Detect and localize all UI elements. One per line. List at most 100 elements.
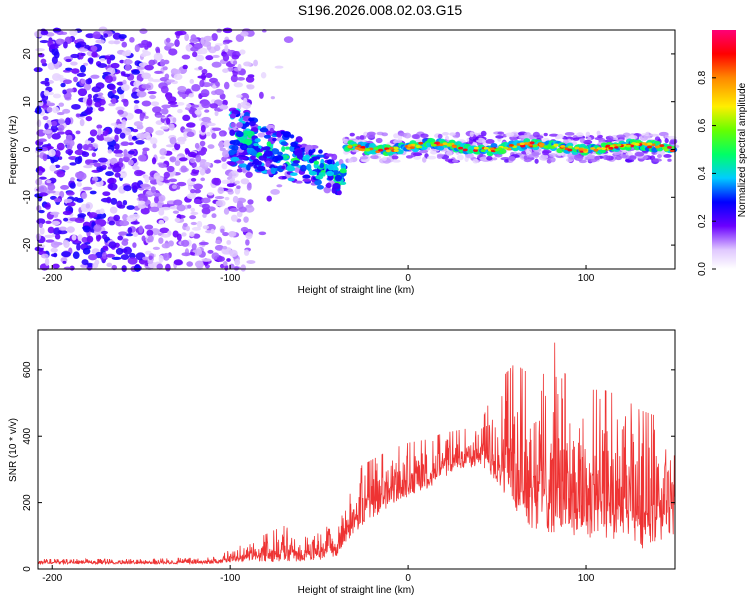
heatmap-cell bbox=[123, 246, 132, 255]
heatmap-cell bbox=[91, 86, 101, 93]
heatmap-cell bbox=[146, 135, 152, 141]
heatmap-cell bbox=[95, 219, 103, 224]
heatmap-cell bbox=[150, 202, 158, 208]
heatmap-cell bbox=[122, 79, 127, 86]
heatmap-halo bbox=[548, 133, 559, 137]
heatmap-cell bbox=[114, 172, 121, 178]
heatmap-cell bbox=[174, 30, 183, 36]
heatmap-cell bbox=[141, 100, 152, 107]
heatmap-cell bbox=[254, 138, 261, 143]
heatmap-cell bbox=[302, 178, 312, 182]
heatmap-cell bbox=[147, 235, 154, 243]
heatmap-cell bbox=[47, 149, 56, 157]
heatmap-cell bbox=[44, 82, 50, 87]
snr-panel: -200 -100 0 100 0 200 400 600 Height of straig… bbox=[8, 329, 676, 596]
heatmap-cell bbox=[66, 191, 75, 196]
heatmap-halo bbox=[382, 156, 387, 161]
heatmap-cell bbox=[215, 81, 220, 87]
heatmap-cell bbox=[45, 239, 55, 243]
heatmap-cell bbox=[114, 143, 120, 150]
heatmap-cell bbox=[316, 184, 324, 190]
heatmap-cell bbox=[319, 162, 325, 169]
heatmap-cell bbox=[227, 66, 234, 72]
heatmap-cell bbox=[201, 207, 211, 215]
heatmap-cell bbox=[336, 189, 342, 196]
heatmap-cell bbox=[184, 148, 190, 154]
snr-frame bbox=[37, 329, 676, 570]
heatmap-cell bbox=[81, 192, 88, 199]
heatmap-cell bbox=[198, 66, 203, 71]
heatmap-cell bbox=[136, 132, 146, 140]
heatmap-cell bbox=[93, 162, 101, 167]
heatmap-cell bbox=[62, 79, 72, 85]
heatmap-cell bbox=[192, 51, 198, 58]
heatmap-peak bbox=[442, 142, 448, 146]
heatmap-halo bbox=[403, 132, 412, 139]
heatmap-cell bbox=[39, 40, 49, 44]
colorbar-gradient bbox=[712, 30, 736, 269]
heatmap-cell bbox=[231, 54, 240, 60]
heatmap-cell bbox=[77, 234, 83, 242]
heatmap-cell bbox=[173, 199, 183, 206]
colorbar-tick-label: 0.8 bbox=[697, 70, 708, 84]
heatmap-peak bbox=[418, 141, 424, 145]
heatmap-cell bbox=[105, 171, 114, 177]
heatmap-halo bbox=[549, 157, 556, 163]
heatmap-peak bbox=[409, 146, 415, 150]
heatmap-cell bbox=[58, 226, 67, 231]
heatmap-cell bbox=[272, 155, 279, 163]
heatmap-cell bbox=[108, 84, 116, 91]
heatmap-cell bbox=[201, 100, 211, 109]
heatmap-halo bbox=[412, 134, 420, 140]
heatmap-cell bbox=[191, 161, 197, 169]
heatmap-cell bbox=[212, 84, 217, 89]
heatmap-cell bbox=[137, 154, 147, 162]
heatmap-cell bbox=[325, 153, 334, 157]
heatmap-trace bbox=[490, 143, 498, 149]
heatmap-cell bbox=[51, 47, 59, 56]
heatmap-cell bbox=[158, 219, 165, 225]
heatmap-cell bbox=[40, 30, 49, 36]
heatmap-cell bbox=[182, 114, 191, 122]
heatmap-cell bbox=[132, 165, 140, 170]
heatmap-cell bbox=[102, 233, 108, 240]
heatmap-cell bbox=[172, 117, 177, 123]
heatmap-halo bbox=[666, 135, 677, 140]
heatmap-cell bbox=[201, 116, 211, 122]
heatmap-cell bbox=[163, 216, 169, 222]
heatmap-cell bbox=[214, 110, 219, 117]
heatmap-cell bbox=[258, 231, 267, 236]
heatmap-peak bbox=[574, 146, 580, 150]
heatmap-cell bbox=[147, 91, 157, 95]
heatmap-halo bbox=[531, 151, 540, 157]
heatmap-cell bbox=[178, 157, 188, 162]
heatmap-cell bbox=[131, 182, 140, 190]
heatmap-cell bbox=[93, 224, 102, 232]
heatmap-cell bbox=[123, 59, 133, 65]
heatmap-cell bbox=[176, 102, 185, 106]
heatmap-cell bbox=[221, 162, 228, 170]
heatmap-cell bbox=[140, 207, 150, 215]
heatmap-cell bbox=[246, 164, 251, 171]
heatmap-peak bbox=[543, 145, 549, 149]
heatmap-cell bbox=[149, 206, 160, 213]
heatmap-cell bbox=[152, 106, 162, 114]
heatmap-cell bbox=[223, 207, 230, 215]
colorbar-label: Normalized spectral amplitude bbox=[737, 82, 748, 217]
heatmap-cell bbox=[165, 263, 171, 272]
heatmap-cell bbox=[63, 217, 69, 222]
heatmap-cell bbox=[54, 63, 60, 70]
heatmap-cell bbox=[193, 166, 203, 171]
heatmap-cell bbox=[35, 178, 43, 186]
heatmap-cell bbox=[233, 82, 243, 88]
heatmap-peak bbox=[578, 147, 584, 151]
snr-series-line bbox=[37, 342, 676, 566]
heatmap-cell bbox=[229, 129, 235, 136]
heatmap-cell bbox=[223, 39, 233, 43]
heatmap-halo bbox=[663, 154, 672, 158]
heatmap-cell bbox=[152, 192, 162, 197]
heatmap-peak bbox=[519, 142, 525, 146]
heatmap-cell bbox=[174, 160, 181, 167]
heatmap-cell bbox=[151, 157, 157, 165]
heatmap-cell bbox=[292, 160, 300, 164]
